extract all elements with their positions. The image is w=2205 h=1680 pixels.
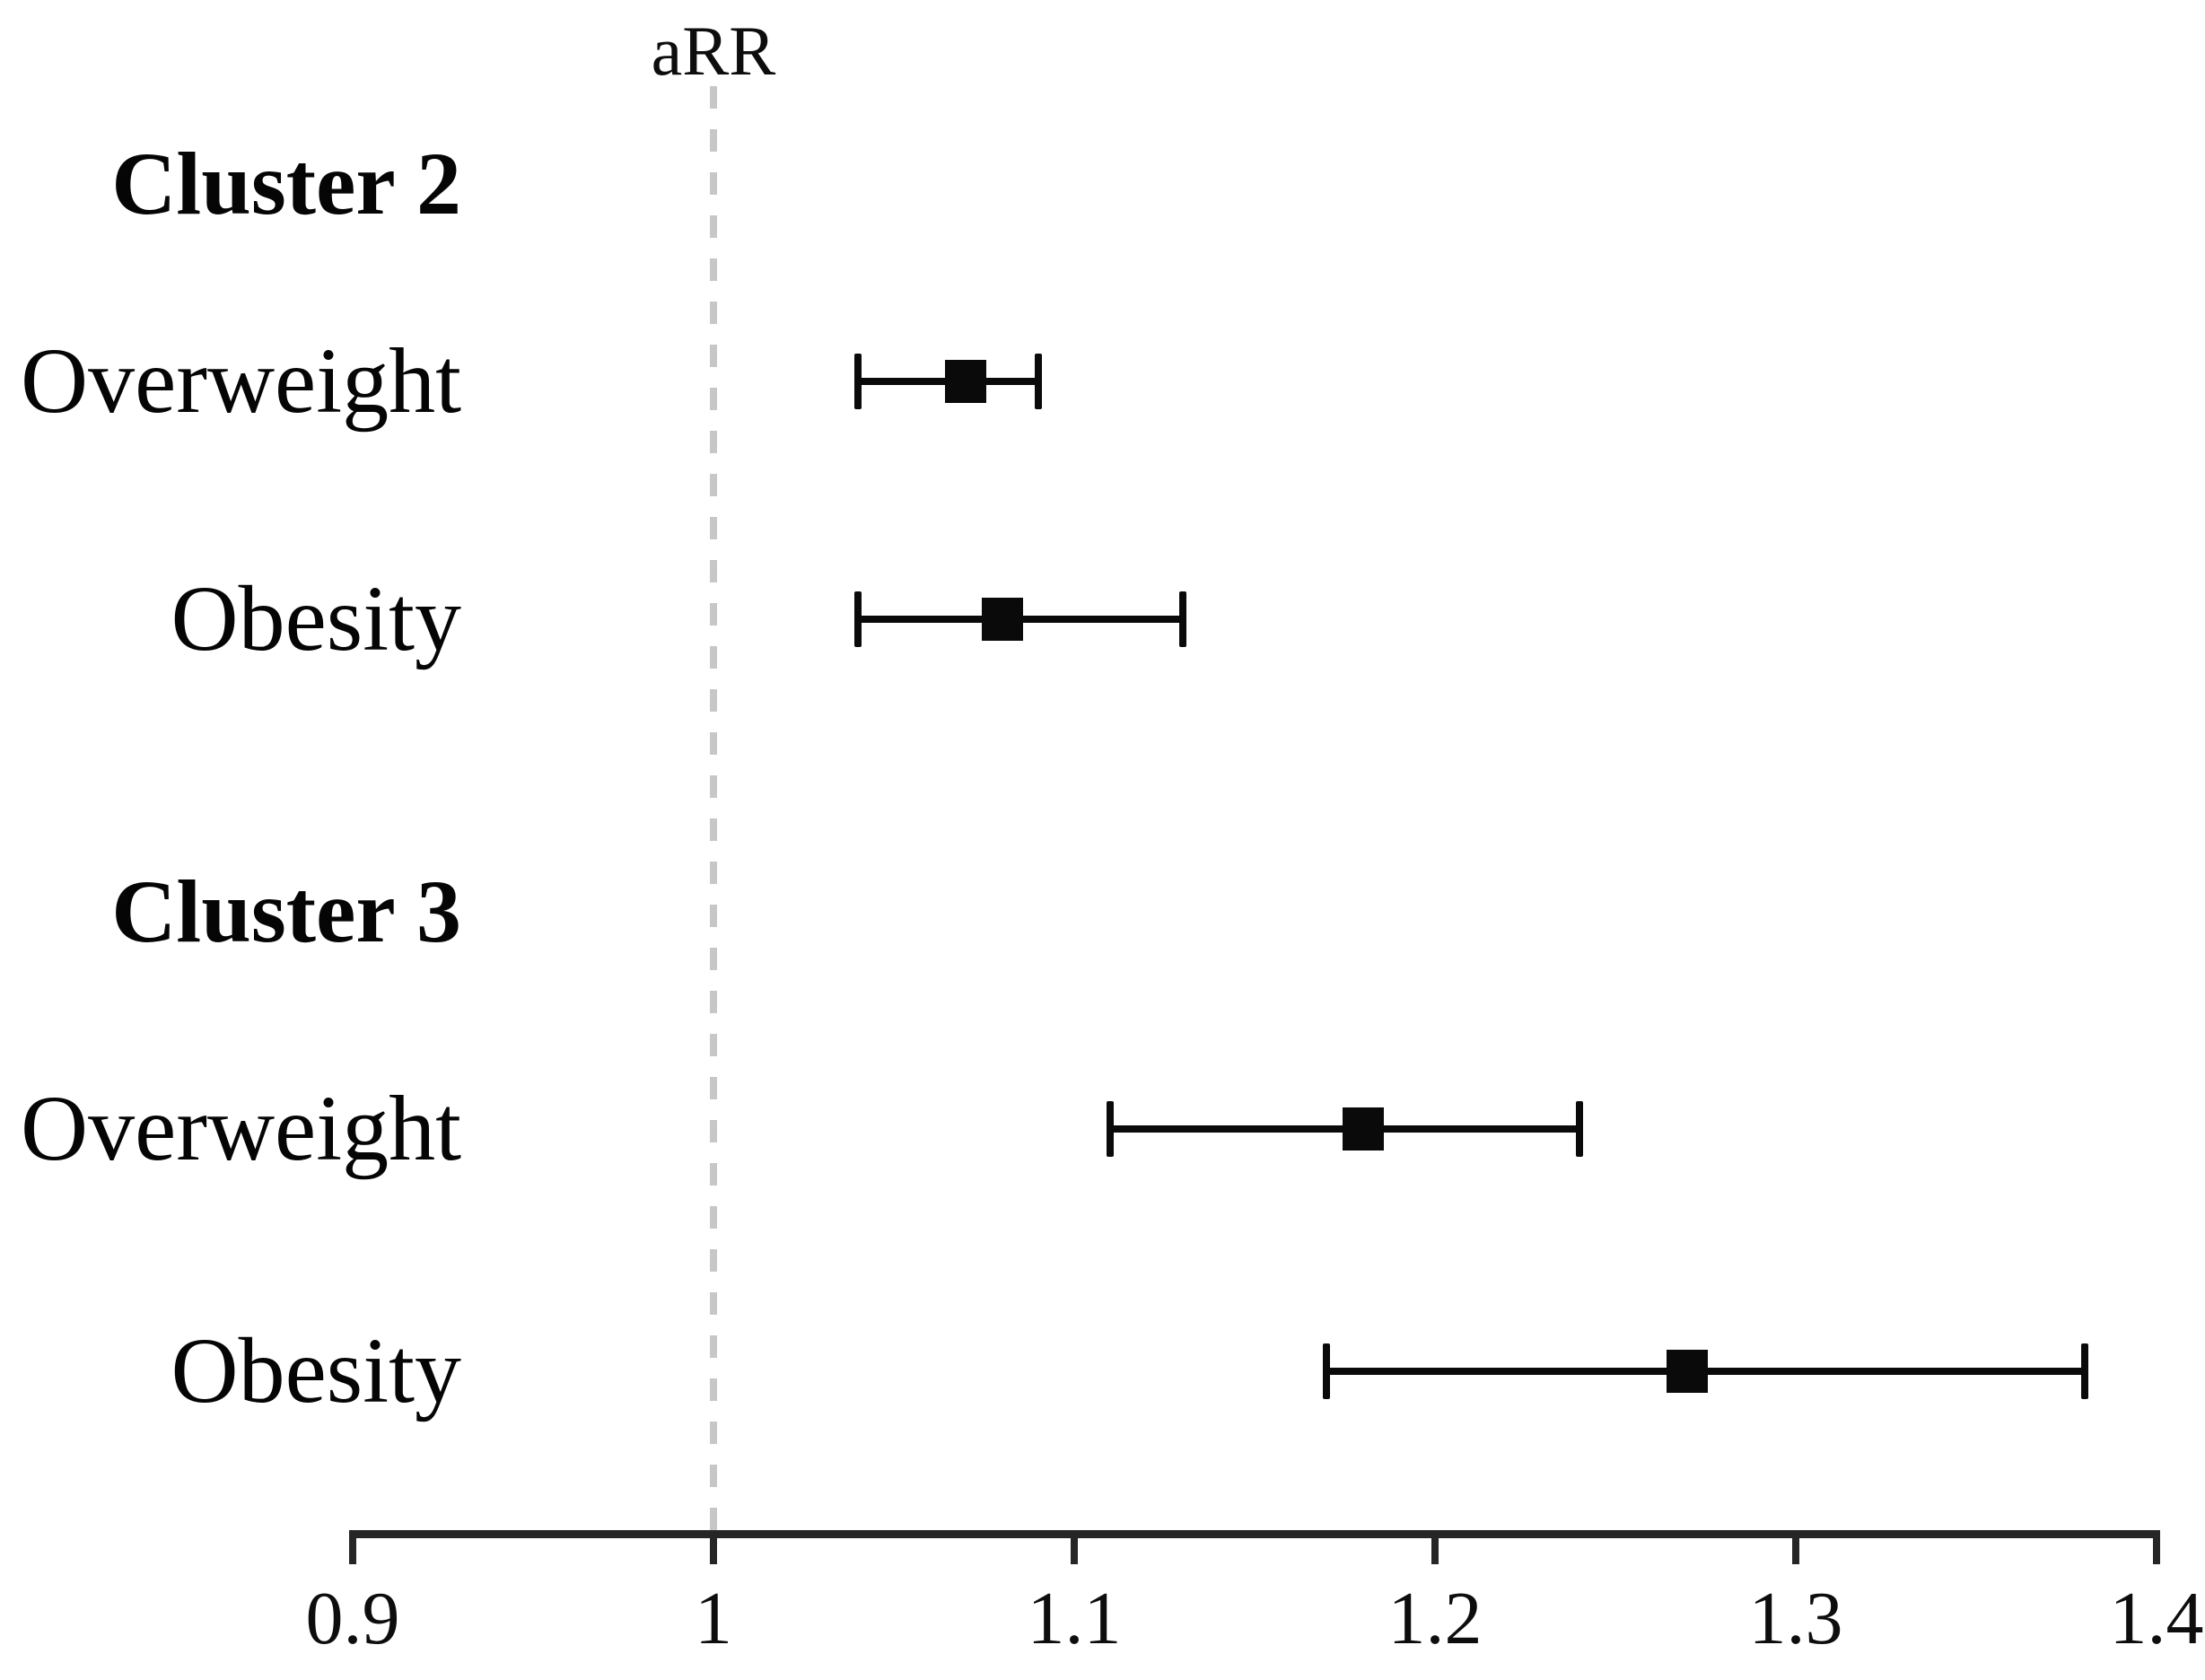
x-axis-tick [1431, 1530, 1439, 1564]
point-estimate-marker [945, 360, 987, 403]
group-header-label: Cluster 3 [111, 862, 461, 961]
group-header-label: Cluster 2 [111, 134, 461, 233]
ci-lower-cap [853, 591, 862, 647]
point-estimate-marker [981, 598, 1023, 641]
row-label: Obesity [171, 1319, 461, 1422]
x-axis-tick [2153, 1530, 2160, 1564]
row-label: Overweight [21, 329, 461, 433]
ci-lower-cap [1323, 1343, 1331, 1399]
ci-upper-cap [1178, 591, 1186, 647]
x-axis-tick-label: 1 [695, 1577, 732, 1660]
x-axis-tick-label: 1.2 [1387, 1577, 1483, 1660]
point-estimate-marker [1342, 1107, 1384, 1151]
row-label: Overweight [21, 1077, 461, 1180]
x-axis-tick [1071, 1530, 1078, 1564]
ci-upper-cap [1034, 354, 1042, 409]
point-estimate-marker [1667, 1350, 1709, 1393]
x-axis-line [349, 1530, 2160, 1538]
x-axis-tick-label: 1.4 [2109, 1577, 2204, 1660]
ci-lower-cap [853, 354, 862, 409]
x-axis-measure-label: aRR [651, 12, 776, 90]
ci-upper-cap [2080, 1343, 2088, 1399]
x-axis-tick-label: 0.9 [305, 1577, 400, 1660]
ci-lower-cap [1107, 1101, 1115, 1157]
x-axis-tick [710, 1530, 717, 1564]
reference-line-arr-1 [710, 86, 717, 1530]
row-label: Obesity [171, 567, 461, 670]
ci-upper-cap [1575, 1101, 1583, 1157]
x-axis-tick [1792, 1530, 1799, 1564]
x-axis-tick-label: 1.1 [1027, 1577, 1122, 1660]
x-axis-tick [349, 1530, 356, 1564]
x-axis-tick-label: 1.3 [1748, 1577, 1843, 1660]
